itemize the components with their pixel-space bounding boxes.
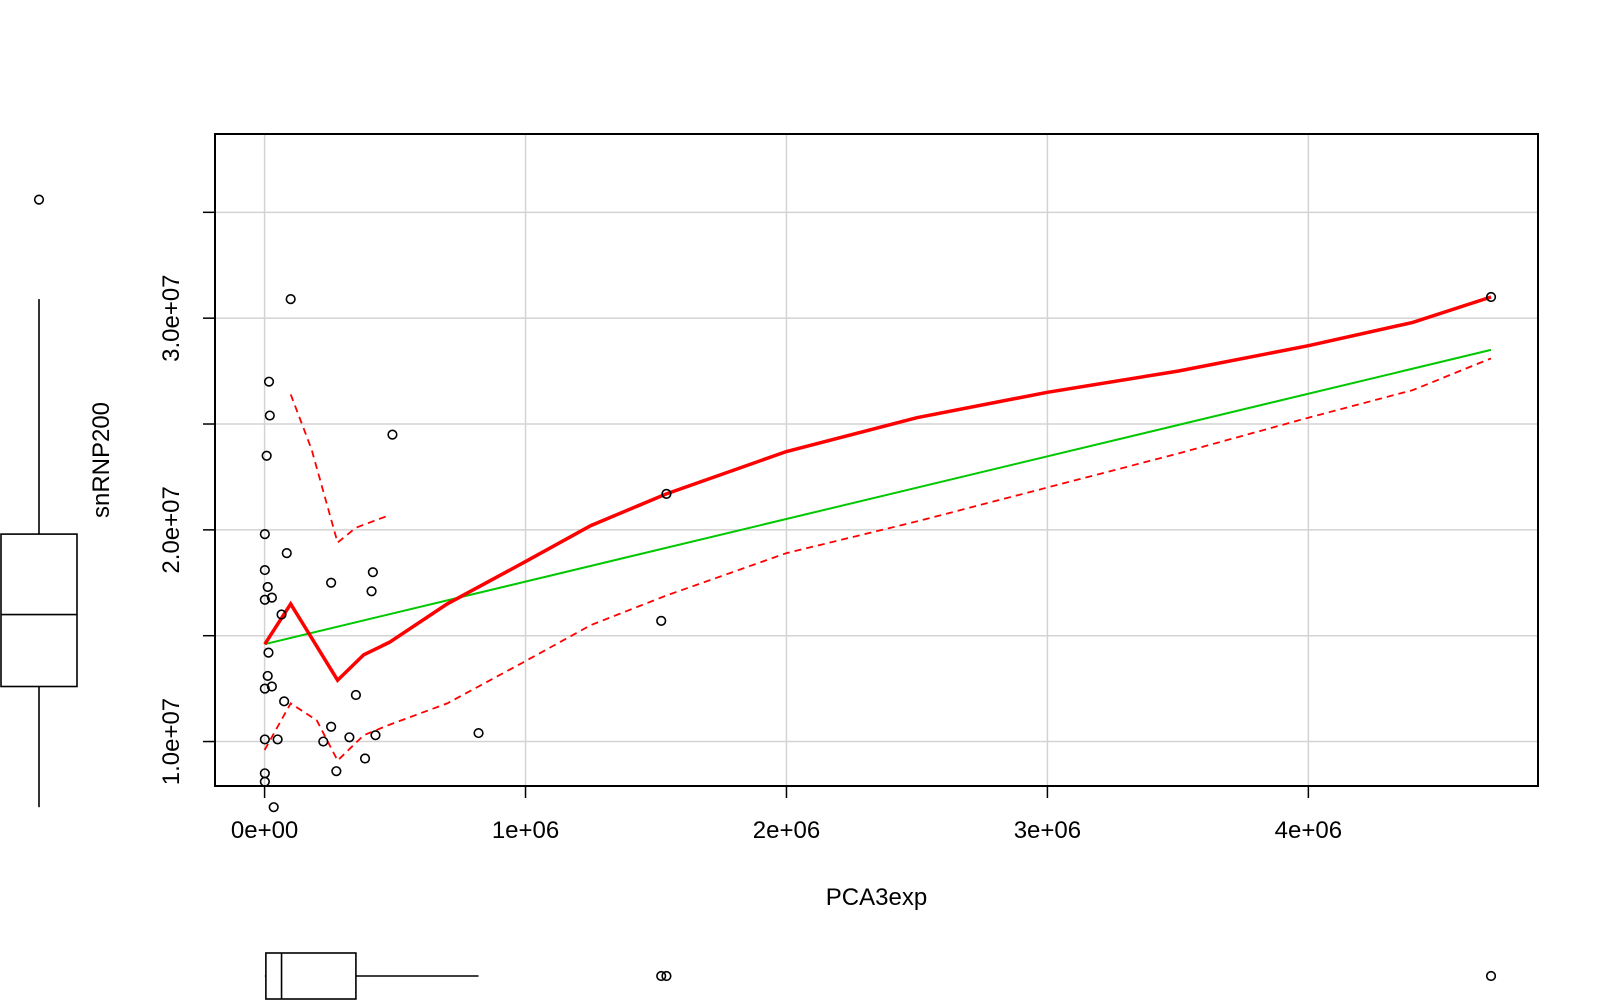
data-point: [265, 377, 274, 386]
data-point: [352, 691, 361, 700]
data-point: [273, 735, 282, 744]
linear-fit-line: [265, 350, 1491, 644]
data-point: [282, 549, 291, 558]
x-tick-label: 1e+06: [492, 817, 559, 844]
data-point: [286, 295, 295, 304]
x-tick-labels: 0e+00 1e+06 2e+06 3e+06 4e+06: [231, 817, 1342, 844]
data-point: [265, 411, 274, 420]
data-point: [327, 578, 336, 587]
y-box-outlier: [35, 195, 44, 204]
y-tick-label: 2.0e+07: [158, 486, 185, 573]
y-box: [1, 534, 77, 686]
grid-lines: [215, 134, 1538, 786]
fit-lines: [265, 297, 1491, 761]
data-point: [280, 697, 289, 706]
data-point: [262, 451, 271, 460]
x-tick-label: 3e+06: [1014, 817, 1081, 844]
smoother-lower-band-line: [265, 358, 1491, 760]
smoother-upper-band-line: [291, 394, 390, 542]
data-point: [371, 731, 380, 740]
y-tick-label: 1.0e+07: [158, 698, 185, 785]
data-point: [269, 803, 278, 812]
y-tick-labels: 1.0e+07 2.0e+07 3.0e+07: [158, 274, 185, 785]
plot-frame: [215, 134, 1538, 786]
smoother-line: [265, 297, 1491, 680]
y-marginal-boxplot: [1, 195, 77, 807]
axis-ticks: [203, 212, 1308, 798]
data-point: [367, 587, 376, 596]
x-marginal-boxplot: [265, 953, 1495, 999]
x-box-outlier: [1487, 972, 1496, 981]
data-point: [327, 722, 336, 731]
data-points: [261, 293, 1496, 812]
data-point: [361, 754, 370, 763]
x-tick-label: 0e+00: [231, 817, 298, 844]
y-tick-label: 3.0e+07: [158, 274, 185, 361]
data-point: [332, 767, 341, 776]
x-box: [266, 953, 356, 999]
x-tick-label: 4e+06: [1275, 817, 1342, 844]
data-point: [345, 733, 354, 742]
x-tick-label: 2e+06: [753, 817, 820, 844]
data-point: [657, 617, 666, 626]
data-point: [264, 648, 273, 657]
x-box-outlier: [662, 972, 671, 981]
y-axis-label: snRNP200: [88, 402, 115, 518]
data-point: [388, 430, 397, 439]
data-point: [369, 568, 378, 577]
x-axis-label: PCA3exp: [826, 884, 927, 911]
data-point: [474, 729, 483, 738]
